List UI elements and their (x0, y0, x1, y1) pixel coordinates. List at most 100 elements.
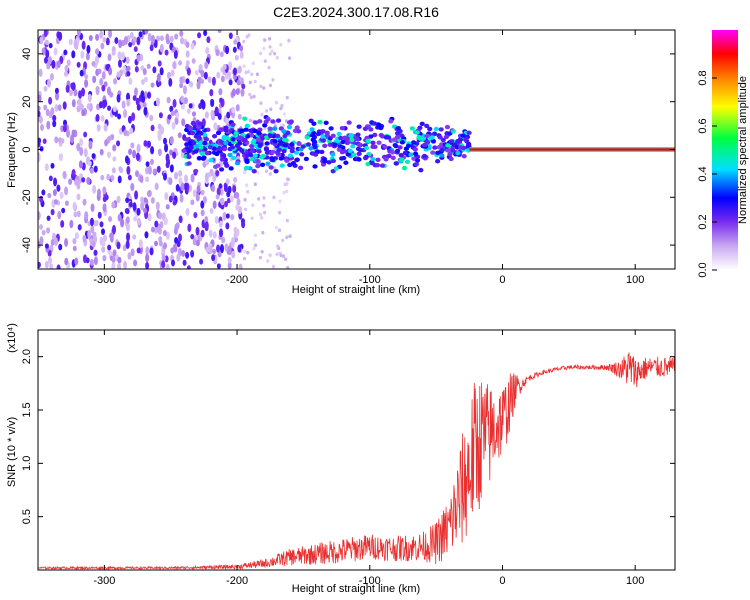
spectrogram-cell (312, 144, 318, 150)
spectrogram-cell (238, 263, 243, 269)
spectrogram-cell (250, 72, 254, 77)
spectrogram-cell (236, 79, 241, 86)
spectrogram-cell (258, 212, 263, 217)
spectrogram-cell (57, 104, 62, 112)
spectrogram-cell (163, 217, 168, 226)
spectrogram-cell (81, 177, 86, 183)
spectrogram-cell (216, 187, 221, 197)
spectrogram-cell (72, 237, 77, 245)
spectrogram-cell (385, 135, 392, 140)
spectrogram-cell (207, 76, 212, 83)
spectrogram-cell (61, 207, 66, 214)
spectrogram-cell (66, 128, 71, 138)
spectrogram-cell (251, 169, 257, 174)
snr-x-tick-label: 100 (626, 575, 644, 587)
spectrogram-cell (107, 105, 112, 111)
spectrogram-cell (399, 140, 405, 145)
spectrogram-cell (134, 66, 139, 73)
spectrogram-cell (259, 162, 266, 167)
spectrogram-cell (69, 219, 74, 229)
spectrogram-cell (83, 131, 88, 138)
spectrogram-cell (126, 99, 131, 107)
spectrogram-cell (282, 190, 286, 195)
spectrogram-cell (195, 193, 200, 202)
spectrogram-cell (223, 184, 228, 193)
spectrogram-cell (96, 188, 101, 198)
spectrogram-x-label: Height of straight line (km) (292, 284, 420, 296)
spectrogram-cell (46, 78, 51, 88)
spectrogram-cell (228, 79, 233, 86)
spectrogram-cell (340, 145, 346, 150)
spectrogram-cell (140, 79, 145, 85)
spectrogram-cell (282, 112, 287, 116)
spectrogram-cell (282, 133, 288, 139)
spectrogram-cell (251, 138, 257, 143)
spectrogram-cell (101, 228, 106, 235)
spectrogram-cell (364, 145, 370, 151)
spectrogram-cell (107, 244, 112, 251)
spectrogram-cell (410, 140, 417, 145)
spectrogram-cell (220, 203, 225, 210)
spectrogram-cell (437, 135, 443, 140)
spectrogram-cell (124, 208, 129, 214)
spectrogram-cell (227, 256, 232, 264)
spectrogram-cell (86, 176, 91, 185)
spectrogram-cell (185, 251, 190, 259)
spectrogram-cell (58, 243, 63, 251)
spectrogram-cell (207, 145, 213, 150)
spectrogram-cell (276, 147, 282, 153)
spectrogram-cell (136, 143, 141, 153)
spectrogram-cell (260, 216, 264, 220)
spectrogram-cell (111, 167, 116, 174)
spectrogram-cell (268, 133, 274, 139)
spectrogram-cell (62, 170, 67, 179)
spectrogram-cell (83, 148, 88, 158)
spectrogram-cell (186, 148, 192, 154)
spectrogram-cell (56, 60, 61, 69)
snr-x-tick-label: -100 (359, 575, 381, 587)
spectrogram-cell (242, 64, 246, 68)
spectrogram-cell (255, 72, 259, 77)
spectrogram-cell (244, 70, 248, 75)
spectrogram-cell (169, 35, 174, 43)
spectrogram-cell (175, 184, 180, 192)
spectrogram-cell (438, 127, 444, 132)
spectrogram-cell (328, 126, 334, 131)
spectrogram-cell (190, 199, 195, 206)
spectrogram-cell (371, 121, 378, 126)
spectrogram-cell (435, 150, 441, 156)
spectrogram-cell (169, 136, 174, 145)
spectrogram-cell (250, 216, 254, 221)
spectrogram-cell (92, 184, 97, 194)
spectrogram-cell (370, 157, 376, 162)
spectrogram-y-tick-label: 20 (21, 96, 33, 108)
spectrogram-cell (268, 36, 272, 41)
spectrogram-cell (48, 42, 53, 49)
spectrogram-cell (251, 203, 255, 207)
spectrogram-cell (50, 208, 55, 216)
spectrogram-cell (124, 155, 129, 164)
spectrogram-cell (81, 109, 86, 117)
spectrogram-cell (172, 199, 177, 206)
spectrogram-cell (116, 140, 121, 147)
spectrogram-cell (275, 118, 282, 123)
spectrogram-cell (251, 61, 255, 66)
spectrogram-cell (216, 244, 221, 253)
spectrogram-cell (323, 120, 329, 125)
spectrogram-cell (303, 156, 309, 162)
spectrogram-cell (82, 198, 87, 206)
spectrogram-cell (274, 100, 278, 105)
spectrogram-cell (289, 148, 295, 154)
spectrogram-cell (285, 235, 289, 240)
spectrogram-cell (179, 30, 184, 37)
spectrogram-cell (260, 249, 264, 254)
spectrogram-cell (79, 69, 84, 77)
spectrogram-x-ticks: -300 -200 -100 0 100 (93, 30, 644, 286)
spectrogram-cell (310, 137, 316, 143)
spectrogram-cell (455, 138, 461, 144)
spectrogram-cell (143, 76, 148, 83)
spectrogram-cell (333, 166, 339, 171)
spectrogram-cell (237, 65, 242, 74)
spectrogram-cell (107, 53, 112, 62)
